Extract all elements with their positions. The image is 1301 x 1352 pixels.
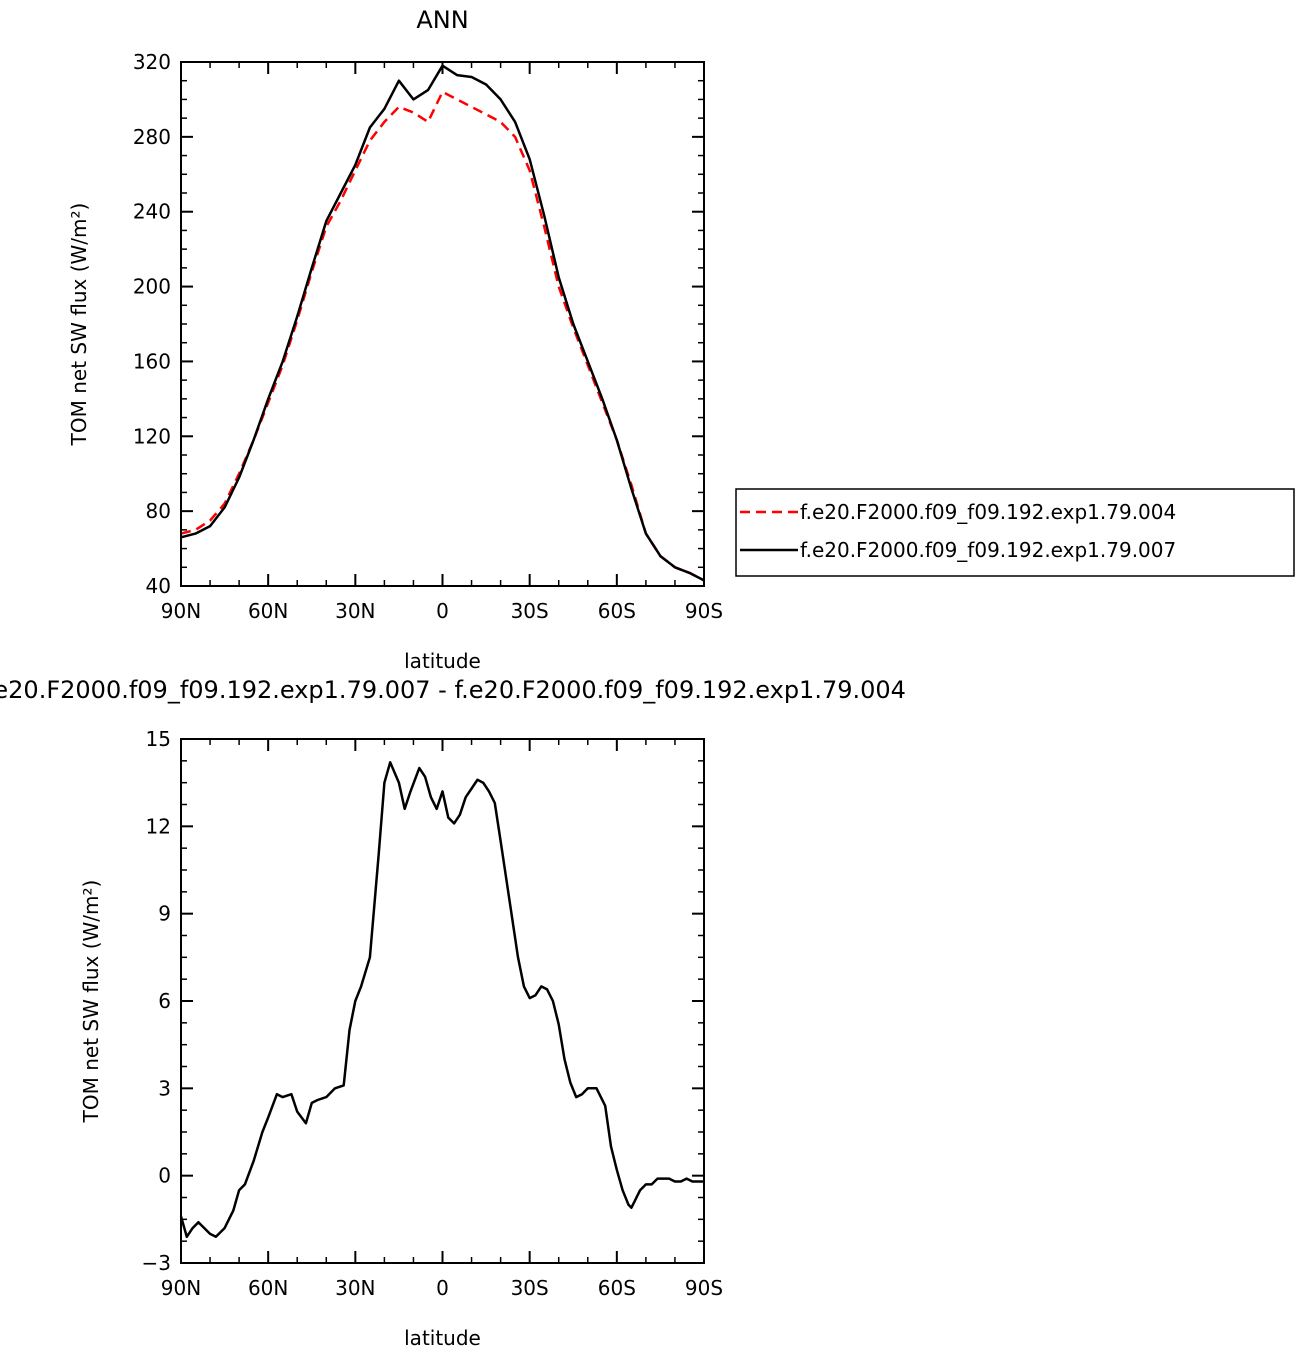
series-line-1 [180,90,705,582]
x-tick-label: 60S [598,1276,636,1300]
top-chart-legend: f.e20.F2000.f09_f09.192.exp1.79.004 f.e2… [735,488,1295,577]
y-tick-label: 15 [146,727,171,751]
bottom-chart: f.e20.F2000.f09_f09.192.exp1.79.007 - f.… [0,676,906,1350]
x-tick-label: 60N [248,599,288,623]
y-tick-label: 9 [158,902,171,926]
bottom-chart-title: f.e20.F2000.f09_f09.192.exp1.79.007 - f.… [0,676,906,704]
top-chart-frame [180,61,705,587]
y-tick-label: −3 [142,1251,171,1275]
bottom-chart-series-group [179,761,704,1239]
legend-label-exp007: f.e20.F2000.f09_f09.192.exp1.79.007 [800,538,1176,562]
y-tick-label: 80 [146,499,171,523]
bottom-chart-x-axis-label: latitude [404,1326,481,1350]
x-tick-label: 30N [335,1276,375,1300]
y-tick-label: 6 [158,989,171,1013]
x-tick-label: 60S [598,599,636,623]
legend-label-exp004: f.e20.F2000.f09_f09.192.exp1.79.004 [800,500,1176,524]
series-line-2 [180,64,705,582]
y-tick-label: 320 [133,50,171,74]
top-chart-series-group [180,64,705,582]
x-tick-label: 30S [511,599,549,623]
x-tick-label: 90N [161,599,201,623]
y-tick-label: 200 [133,275,171,299]
y-tick-label: 3 [158,1076,171,1100]
series-line-1 [179,761,704,1239]
x-tick-label: 90S [685,1276,723,1300]
y-tick-label: 40 [146,574,171,598]
top-chart-y-axis-label: TOM net SW flux (W/m²) [67,203,91,447]
top-chart-x-axis-label: latitude [404,649,481,673]
x-tick-label: 30S [511,1276,549,1300]
bottom-chart-ticks: 90N 60N 30N 0 30S 60S 90S −3 0 3 6 9 12 15 [142,727,724,1300]
top-chart-title: ANN [416,6,468,34]
x-tick-label: 90N [161,1276,201,1300]
bottom-chart-frame [180,738,705,1264]
y-tick-label: 0 [158,1164,171,1188]
y-tick-label: 240 [133,200,171,224]
top-chart: ANN 90N 60N 30N 0 30S 60S 90S 40 80 120 160 200 240 2… [67,6,1295,673]
x-tick-label: 30N [335,599,375,623]
y-tick-label: 160 [133,349,171,373]
y-tick-label: 120 [133,424,171,448]
bottom-chart-y-axis-label: TOM net SW flux (W/m²) [79,880,103,1124]
x-tick-label: 60N [248,1276,288,1300]
y-tick-label: 280 [133,125,171,149]
legend-box [735,488,1295,577]
top-chart-ticks: 90N 60N 30N 0 30S 60S 90S 40 80 120 160 200 240 280 32… [133,50,723,623]
x-tick-label: 0 [436,599,449,623]
y-tick-label: 12 [146,814,171,838]
x-tick-label: 0 [436,1276,449,1300]
x-tick-label: 90S [685,599,723,623]
